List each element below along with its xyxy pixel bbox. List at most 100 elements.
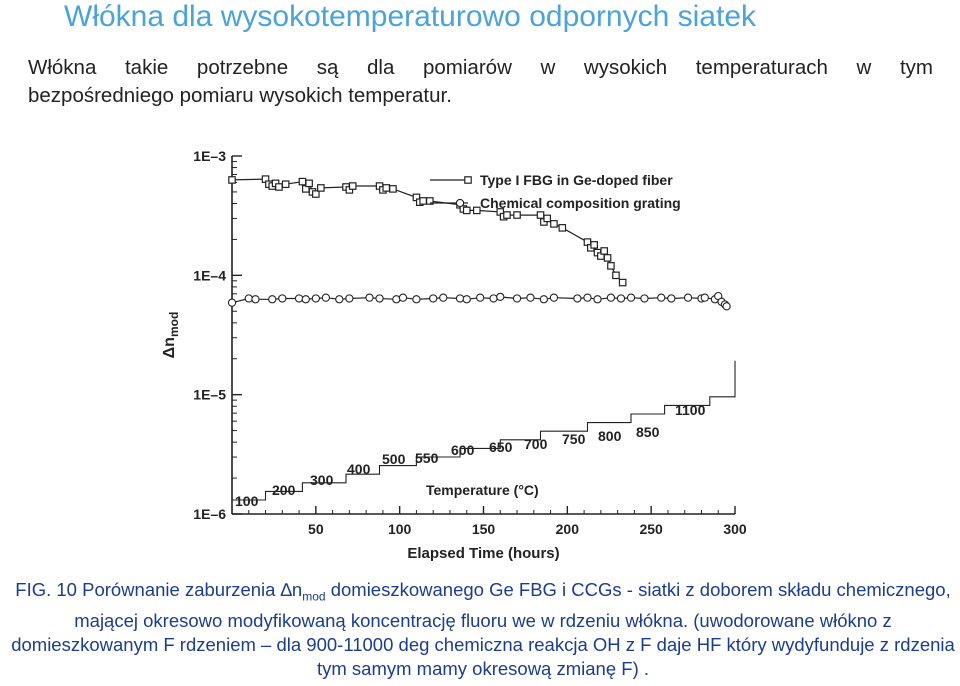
data-point-square xyxy=(382,184,391,192)
temperature-step-label: 500 xyxy=(382,451,406,467)
caption-delta-n: ∆n xyxy=(280,579,303,600)
data-point-circle xyxy=(496,292,505,302)
temperature-step-label: 1100 xyxy=(675,402,706,418)
legend-entry-2: Chemical composition grating xyxy=(480,195,681,211)
temperature-step-label: 700 xyxy=(524,436,548,452)
data-point-square xyxy=(607,262,615,270)
temperature-step-label: 800 xyxy=(598,428,622,444)
data-point-square xyxy=(298,177,307,186)
x-tick-label: 200 xyxy=(556,521,580,537)
data-point-square xyxy=(472,206,481,215)
data-point-square xyxy=(312,190,320,198)
caption-text-1: Porównanie zaburzenia xyxy=(76,579,281,600)
figure-caption: FIG. 10 Porównanie zaburzenia ∆nmod domi… xyxy=(8,578,958,681)
data-point-circle xyxy=(583,293,592,302)
data-point-circle xyxy=(640,294,649,303)
temperature-step-label: 550 xyxy=(415,450,439,466)
data-point-circle xyxy=(244,294,253,303)
data-point-square xyxy=(503,211,511,219)
legend-marker-circle xyxy=(455,198,465,208)
data-point-circle xyxy=(539,295,549,304)
data-point-square xyxy=(600,247,609,255)
data-point-circle xyxy=(365,293,374,302)
data-point-circle xyxy=(593,295,602,304)
data-point-square xyxy=(590,241,598,249)
data-point-square xyxy=(281,180,290,189)
y-tick-label: 1E–3 xyxy=(193,148,226,164)
data-point-square xyxy=(348,182,357,190)
data-point-circle xyxy=(549,293,559,302)
temperature-step-label: 650 xyxy=(489,439,513,455)
data-point-circle xyxy=(439,293,448,302)
data-point-circle xyxy=(301,295,310,304)
data-point-circle xyxy=(573,294,582,303)
data-point-square xyxy=(618,278,627,287)
data-point-circle xyxy=(526,293,535,302)
temperature-step-label: 300 xyxy=(310,472,334,488)
data-point-square xyxy=(317,184,325,192)
data-point-square xyxy=(612,271,620,280)
caption-sub: mod xyxy=(302,589,326,604)
data-point-circle xyxy=(268,295,277,304)
data-point-square xyxy=(536,211,545,219)
x-tick-label: 150 xyxy=(472,521,496,537)
data-point-square xyxy=(389,185,397,193)
data-point-circle xyxy=(489,294,498,303)
data-point-square xyxy=(462,206,471,215)
refractive-index-chart: 1E–3 1E–4 1E–5 1E–6 50 100 150 200 250 300 Elapsed… xyxy=(161,148,747,562)
data-point-circle xyxy=(683,293,693,302)
data-point-square xyxy=(305,179,313,188)
data-point-circle xyxy=(375,294,384,303)
data-point-square xyxy=(603,254,612,262)
temperature-step-label: 600 xyxy=(451,442,475,458)
data-point-circle xyxy=(722,302,731,311)
data-point-circle xyxy=(512,294,522,303)
data-point-circle xyxy=(345,294,354,303)
x-axis-label: Elapsed Time (hours) xyxy=(407,545,559,562)
intro-line-1: Włókna takie potrzebne są dla pomiarów w… xyxy=(28,56,933,79)
data-point-circle xyxy=(616,294,626,303)
intro-paragraph: Włókna takie potrzebne są dla pomiarów w… xyxy=(28,54,933,110)
y-tick-label: 1E–6 xyxy=(193,506,226,522)
data-point-circle xyxy=(667,294,676,303)
data-point-circle xyxy=(227,298,237,307)
data-point-square xyxy=(228,176,236,184)
data-point-circle xyxy=(657,293,666,302)
data-point-circle xyxy=(412,295,421,304)
y-tick-label: 1E–4 xyxy=(193,267,226,283)
data-point-circle xyxy=(606,293,616,302)
temperature-step-label: 400 xyxy=(347,461,371,477)
data-point-square xyxy=(275,183,283,191)
y-axis-label-sub: mod xyxy=(167,312,181,337)
legend-entry-1: Type I FBG in Ge-doped fiber xyxy=(480,172,673,188)
legend-marker-square xyxy=(464,176,472,184)
temperature-step-label: 100 xyxy=(235,493,259,509)
data-point-circle xyxy=(700,293,709,302)
y-axis-label: Δnmod xyxy=(161,312,181,359)
data-point-circle xyxy=(462,295,471,304)
data-point-square xyxy=(419,197,427,205)
temperature-step-label: 850 xyxy=(636,424,660,440)
y-tick-label: 1E–5 xyxy=(193,387,226,403)
data-point-circle xyxy=(626,293,636,302)
slide-title: Włókna dla wysokotemperaturowo odpornych… xyxy=(64,0,757,33)
temperature-profile-line xyxy=(232,360,736,501)
x-tick-label: 300 xyxy=(723,521,747,537)
data-point-circle xyxy=(392,295,401,304)
data-point-circle xyxy=(321,293,331,302)
caption-text-2: domieszkowanego Ge FBG i CCGs - siatki z… xyxy=(11,579,955,679)
data-point-circle xyxy=(251,295,260,304)
data-point-circle xyxy=(455,294,465,303)
data-point-circle xyxy=(429,294,438,303)
data-point-square xyxy=(513,211,521,219)
x-tick-label: 50 xyxy=(308,521,324,537)
temperature-step-label: 750 xyxy=(562,431,586,447)
data-point-square xyxy=(543,214,552,223)
data-point-square xyxy=(550,220,558,228)
intro-line-2: bezpośredniego pomiaru wysokich temperat… xyxy=(28,84,452,107)
x-tick-label: 100 xyxy=(388,521,412,537)
temperature-label: Temperature (°C) xyxy=(426,482,539,498)
data-point-circle xyxy=(278,294,287,303)
data-point-square xyxy=(558,224,567,232)
temperature-step-label: 200 xyxy=(272,482,296,498)
